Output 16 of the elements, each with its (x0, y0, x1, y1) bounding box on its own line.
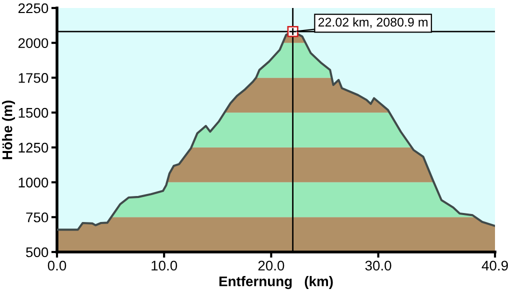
y-tick-label: 1500 (18, 108, 48, 118)
x-tick-label: 0.0 (48, 260, 66, 271)
y-axis-title: Höhe (m) (2, 100, 15, 160)
x-tick-label: 20.0 (258, 260, 284, 271)
y-tick-label: 2000 (18, 38, 48, 48)
y-tick-label: 1250 (18, 142, 48, 153)
x-tick-label: 40.9 (482, 260, 508, 271)
x-axis-title: Entfernung (km) (219, 276, 333, 290)
annotation: 22.02 km, 2080.9 m (318, 17, 428, 28)
y-tick-label: 500 (26, 247, 48, 258)
y-tick-label: 1750 (18, 73, 48, 83)
x-tick-label: 30.0 (365, 260, 392, 271)
x-tick-label: 10.0 (152, 260, 178, 271)
y-tick-label: 2250 (18, 3, 48, 14)
y-tick-label: 1000 (18, 178, 48, 188)
y-tick-label: 750 (26, 212, 48, 222)
